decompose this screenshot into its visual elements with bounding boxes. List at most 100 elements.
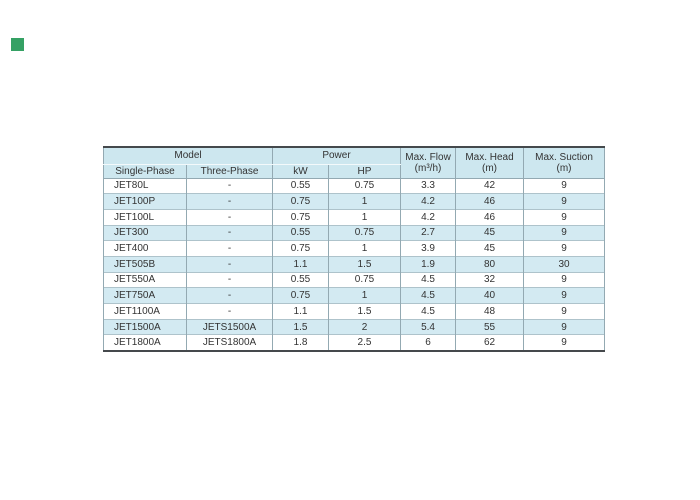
cell-three-phase: - bbox=[186, 193, 273, 210]
cell-single-phase: JET300 bbox=[103, 224, 187, 241]
cell-max-flow: 4.2 bbox=[400, 208, 457, 226]
cell-single-phase: JET1800A bbox=[103, 334, 187, 351]
cell-hp: 2.5 bbox=[327, 334, 402, 351]
cell-max-flow: 2.7 bbox=[400, 224, 457, 241]
col-header-max-flow: Max. Flow (m³/h) bbox=[400, 147, 457, 179]
cell-kw: 1.5 bbox=[272, 318, 329, 335]
col-header-hp: HP bbox=[327, 164, 402, 179]
cell-kw: 0.75 bbox=[272, 240, 329, 257]
cell-three-phase: - bbox=[186, 255, 273, 273]
pump-spec-table: Model Power Max. Flow (m³/h) Max. Head (… bbox=[103, 146, 606, 352]
cell-kw: 0.75 bbox=[272, 208, 329, 226]
cell-single-phase: JET100P bbox=[103, 193, 187, 210]
cell-single-phase: JET80L bbox=[103, 177, 187, 194]
cell-hp: 0.75 bbox=[327, 177, 402, 194]
cell-max-head: 45 bbox=[455, 240, 525, 257]
cell-max-flow: 4.5 bbox=[400, 303, 457, 320]
header-sub-row: Single-Phase Three-Phase kW HP bbox=[103, 164, 605, 179]
cell-max-head: 42 bbox=[455, 177, 525, 194]
cell-max-flow: 5.4 bbox=[400, 318, 457, 335]
max-flow-label: Max. Flow bbox=[405, 151, 451, 163]
cell-single-phase: JET505B bbox=[103, 255, 187, 273]
cell-max-flow: 4.5 bbox=[400, 287, 457, 304]
cell-max-head: 32 bbox=[455, 271, 525, 288]
cell-single-phase: JET1500A bbox=[103, 318, 187, 335]
cell-kw: 1.8 bbox=[272, 334, 329, 351]
cell-max-head: 62 bbox=[455, 334, 525, 351]
col-header-single-phase: Single-Phase bbox=[103, 164, 187, 179]
cell-kw: 0.75 bbox=[272, 287, 329, 304]
cell-three-phase: - bbox=[186, 177, 273, 194]
col-group-model: Model bbox=[103, 147, 273, 165]
cell-max-suction: 9 bbox=[523, 177, 606, 194]
col-group-power: Power bbox=[271, 147, 402, 165]
cell-single-phase: JET100L bbox=[103, 208, 187, 226]
cell-max-flow: 4.5 bbox=[400, 271, 457, 288]
max-head-label: Max. Head bbox=[465, 151, 514, 163]
cell-single-phase: JET1100A bbox=[103, 303, 187, 320]
cell-max-head: 55 bbox=[455, 318, 525, 335]
cell-max-head: 80 bbox=[455, 255, 525, 273]
cell-three-phase: - bbox=[186, 208, 273, 226]
cell-hp: 0.75 bbox=[327, 224, 402, 241]
cell-kw: 0.55 bbox=[272, 177, 329, 194]
cell-three-phase: JETS1800A bbox=[186, 334, 273, 351]
cell-hp: 1 bbox=[327, 208, 402, 226]
max-suction-unit: (m) bbox=[556, 162, 572, 174]
cell-hp: 1.5 bbox=[327, 303, 402, 320]
table-row: JET750A - 0.75 1 4.5 40 9 bbox=[103, 287, 606, 304]
cell-max-head: 45 bbox=[455, 224, 525, 241]
cell-single-phase: JET400 bbox=[103, 240, 187, 257]
cell-hp: 1.5 bbox=[327, 255, 402, 273]
table-row: JET1500A JETS1500A 1.5 2 5.4 55 9 bbox=[103, 318, 606, 335]
cell-hp: 2 bbox=[327, 318, 402, 335]
col-header-three-phase: Three-Phase bbox=[186, 164, 273, 179]
cell-max-flow: 6 bbox=[400, 334, 457, 351]
cell-max-suction: 9 bbox=[523, 287, 606, 304]
table-row: JET400 - 0.75 1 3.9 45 9 bbox=[103, 240, 606, 257]
cell-three-phase: - bbox=[186, 240, 273, 257]
green-square-mark bbox=[11, 38, 24, 51]
cell-max-flow: 1.9 bbox=[400, 255, 457, 273]
col-header-kw: kW bbox=[272, 164, 329, 179]
cell-max-flow: 4.2 bbox=[400, 193, 457, 210]
cell-hp: 1 bbox=[327, 287, 402, 304]
cell-three-phase: - bbox=[186, 287, 273, 304]
cell-three-phase: - bbox=[186, 224, 273, 241]
cell-max-suction: 9 bbox=[523, 224, 606, 241]
cell-kw: 0.55 bbox=[272, 224, 329, 241]
cell-kw: 0.75 bbox=[272, 193, 329, 210]
cell-three-phase: JETS1500A bbox=[186, 318, 273, 335]
max-suction-label: Max. Suction bbox=[535, 151, 593, 163]
cell-max-suction: 9 bbox=[523, 334, 606, 351]
table-row: JET100L - 0.75 1 4.2 46 9 bbox=[103, 208, 606, 226]
cell-max-suction: 9 bbox=[523, 303, 606, 320]
cell-hp: 1 bbox=[327, 193, 402, 210]
cell-hp: 1 bbox=[327, 240, 402, 257]
cell-max-head: 40 bbox=[455, 287, 525, 304]
cell-single-phase: JET550A bbox=[103, 271, 187, 288]
table-row: JET1800A JETS1800A 1.8 2.5 6 62 9 bbox=[103, 334, 606, 351]
table-row: JET100P - 0.75 1 4.2 46 9 bbox=[103, 193, 606, 210]
table-row: JET550A - 0.55 0.75 4.5 32 9 bbox=[103, 271, 606, 288]
table-row: JET505B - 1.1 1.5 1.9 80 30 bbox=[103, 255, 606, 273]
cell-max-head: 46 bbox=[455, 208, 525, 226]
cell-max-suction: 9 bbox=[523, 240, 606, 257]
table-body: JET80L - 0.55 0.75 3.3 42 9 JET100P - 0.… bbox=[103, 177, 606, 351]
cell-max-flow: 3.9 bbox=[400, 240, 457, 257]
cell-max-suction: 30 bbox=[523, 255, 606, 273]
cell-single-phase: JET750A bbox=[103, 287, 187, 304]
col-header-max-head: Max. Head (m) bbox=[455, 147, 525, 179]
cell-kw: 0.55 bbox=[272, 271, 329, 288]
header-group-row: Model Power Max. Flow (m³/h) Max. Head (… bbox=[103, 147, 606, 179]
table-row: JET1100A - 1.1 1.5 4.5 48 9 bbox=[103, 303, 606, 320]
cell-max-head: 48 bbox=[455, 303, 525, 320]
cell-max-head: 46 bbox=[455, 193, 525, 210]
col-header-max-suction: Max. Suction (m) bbox=[523, 147, 606, 179]
cell-max-flow: 3.3 bbox=[400, 177, 457, 194]
cell-three-phase: - bbox=[186, 303, 273, 320]
cell-hp: 0.75 bbox=[327, 271, 402, 288]
table-row: JET300 - 0.55 0.75 2.7 45 9 bbox=[103, 224, 606, 241]
cell-max-suction: 9 bbox=[523, 208, 606, 226]
